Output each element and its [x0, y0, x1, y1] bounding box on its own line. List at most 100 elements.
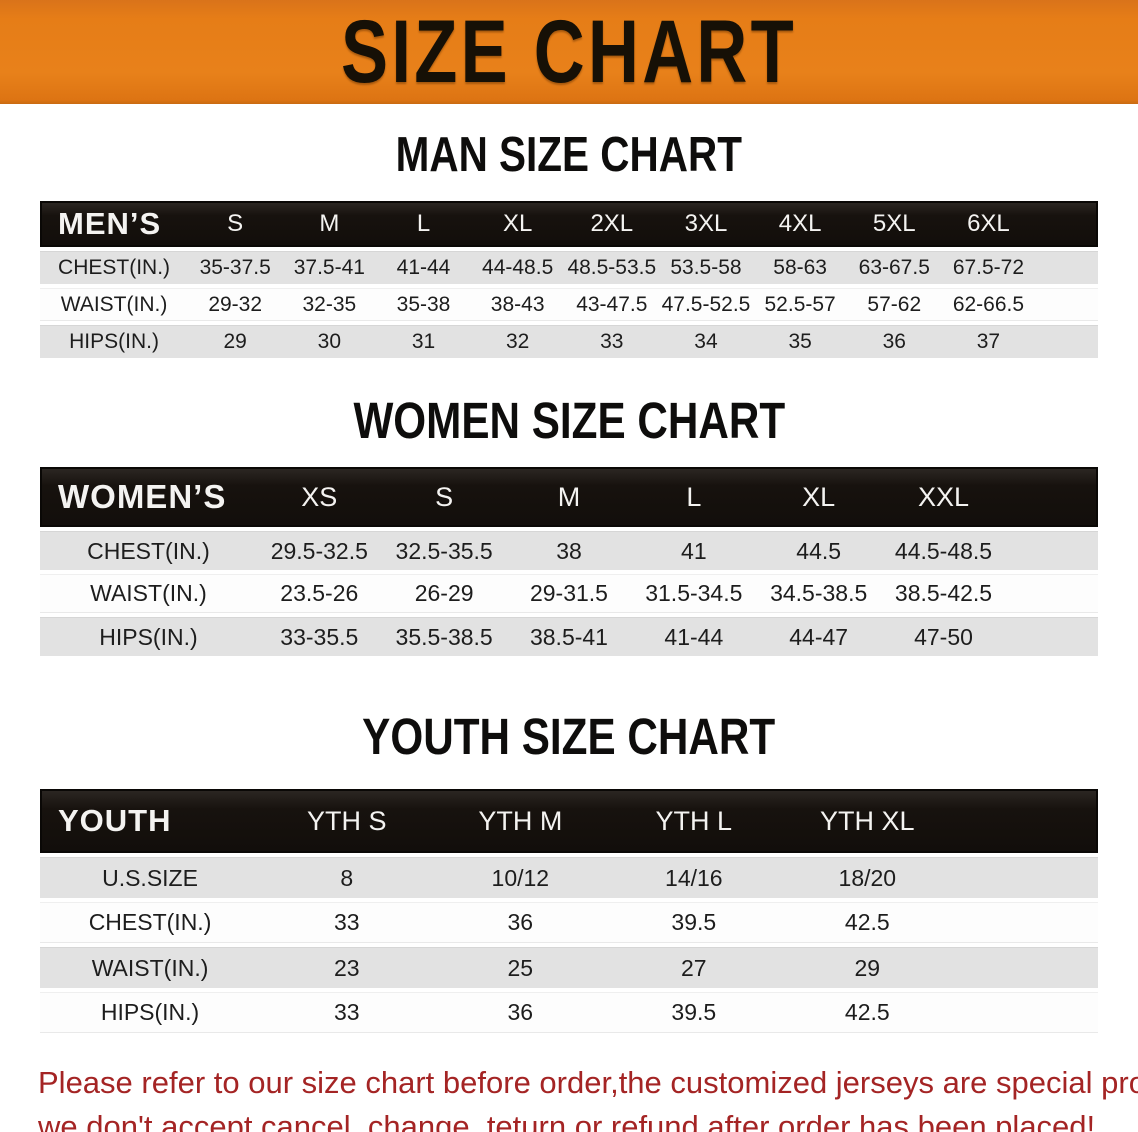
men-cell-1-2: 35-38 [376, 288, 471, 321]
youth-cell-2-2: 27 [607, 947, 781, 988]
men-cell-0-6: 58-63 [753, 251, 848, 284]
women-column-header-0: XS [256, 467, 382, 527]
men-cell-1-6: 52.5-57 [753, 288, 848, 321]
women-cell-0-5: 44.5-48.5 [881, 531, 1006, 570]
youth-section-title: YOUTH SIZE CHART [362, 709, 776, 766]
men-column-header-8: 6XL [941, 201, 1036, 247]
youth-cell-0-0: 8 [260, 857, 434, 898]
youth-cell-3-3: 42.5 [780, 992, 955, 1033]
youth-cell-3-1: 36 [433, 992, 608, 1033]
youth-cell-3-0: 33 [260, 992, 434, 1033]
women-row-spacer-0 [1005, 531, 1098, 570]
youth-cell-2-1: 25 [433, 947, 608, 988]
women-cell-1-1: 26-29 [381, 574, 507, 613]
men-header-label: MEN’S [40, 201, 189, 247]
men-cell-1-0: 29-32 [188, 288, 283, 321]
women-cell-2-5: 47-50 [881, 617, 1006, 656]
youth-cell-3-2: 39.5 [607, 992, 781, 1033]
youth-row-spacer-3 [954, 992, 1098, 1033]
men-header-row: MEN’S S M L XL 2XL 3XL 4XL 5XL 6XL [40, 201, 1098, 247]
men-cell-2-7: 36 [847, 325, 942, 358]
men-column-header-7: 5XL [847, 201, 942, 247]
youth-cell-2-0: 23 [260, 947, 434, 988]
youth-cell-1-1: 36 [433, 902, 608, 943]
youth-cell-0-3: 18/20 [780, 857, 955, 898]
women-column-header-3: L [631, 467, 757, 527]
men-cell-2-4: 33 [564, 325, 659, 358]
women-row-spacer-1 [1005, 574, 1098, 613]
men-column-header-4: 2XL [564, 201, 659, 247]
youth-header-row: YOUTH YTH S YTH M YTH L YTH XL [40, 789, 1098, 853]
youth-row-label-3: HIPS(IN.) [40, 992, 261, 1033]
men-cell-1-1: 32-35 [282, 288, 377, 321]
women-cell-1-2: 29-31.5 [506, 574, 632, 613]
men-column-header-6: 4XL [753, 201, 848, 247]
men-cell-0-0: 35-37.5 [188, 251, 283, 284]
men-header-spacer [1035, 201, 1098, 247]
women-cell-0-0: 29.5-32.5 [256, 531, 382, 570]
men-cell-2-5: 34 [658, 325, 754, 358]
women-cell-1-0: 23.5-26 [256, 574, 382, 613]
men-cell-1-7: 57-62 [847, 288, 942, 321]
women-header-label: WOMEN’S [40, 467, 257, 527]
women-column-header-4: XL [756, 467, 882, 527]
youth-row-label-0: U.S.SIZE [40, 857, 261, 898]
men-row-label-0: CHEST(IN.) [40, 251, 189, 284]
youth-size-table: YOUTH YTH S YTH M YTH L YTH XL U.S.SIZE 8 10/12… [40, 785, 1098, 1037]
women-cell-0-1: 32.5-35.5 [381, 531, 507, 570]
men-cell-0-5: 53.5-58 [658, 251, 754, 284]
men-column-header-2: L [376, 201, 471, 247]
youth-row-spacer-1 [954, 902, 1098, 943]
men-column-header-5: 3XL [658, 201, 754, 247]
women-cell-1-5: 38.5-42.5 [881, 574, 1006, 613]
youth-row-spacer-2 [954, 947, 1098, 988]
men-section-title: MAN SIZE CHART [395, 126, 743, 182]
youth-column-header-3: YTH XL [780, 789, 955, 853]
men-cell-2-2: 31 [376, 325, 471, 358]
youth-row-label-2: WAIST(IN.) [40, 947, 261, 988]
women-cell-1-3: 31.5-34.5 [631, 574, 757, 613]
women-header-spacer [1005, 467, 1098, 527]
men-cell-0-8: 67.5-72 [941, 251, 1036, 284]
women-cell-0-2: 38 [506, 531, 632, 570]
men-cell-0-1: 37.5-41 [282, 251, 377, 284]
youth-column-header-0: YTH S [260, 789, 434, 853]
men-cell-0-7: 63-67.5 [847, 251, 942, 284]
men-cell-1-4: 43-47.5 [564, 288, 659, 321]
men-cell-2-0: 29 [188, 325, 283, 358]
men-cell-0-4: 48.5-53.5 [564, 251, 659, 284]
women-row-2: HIPS(IN.) 33-35.5 35.5-38.5 38.5-41 41-44 44-… [40, 617, 1098, 656]
women-row-label-0: CHEST(IN.) [40, 531, 257, 570]
youth-header-label: YOUTH [40, 789, 261, 853]
women-cell-2-3: 41-44 [631, 617, 757, 656]
men-cell-0-2: 41-44 [376, 251, 471, 284]
men-row-label-1: WAIST(IN.) [40, 288, 189, 321]
men-row-spacer-0 [1035, 251, 1098, 284]
disclaimer-line-1: Please refer to our size chart before or… [38, 1065, 1138, 1100]
women-column-header-2: M [506, 467, 632, 527]
women-row-0: CHEST(IN.) 29.5-32.5 32.5-35.5 38 41 44.5 44.5… [40, 531, 1098, 570]
women-section-title: WOMEN SIZE CHART [353, 393, 785, 450]
men-column-header-3: XL [470, 201, 565, 247]
men-cell-1-5: 47.5-52.5 [658, 288, 754, 321]
men-row-2: HIPS(IN.) 29 30 31 32 33 34 35 36 37 [40, 325, 1098, 358]
men-size-table: MEN’S S M L XL 2XL 3XL 4XL 5XL 6XL CHEST(IN.) 35-37… [40, 197, 1098, 362]
women-row-1: WAIST(IN.) 23.5-26 26-29 29-31.5 31.5-34.5 34… [40, 574, 1098, 613]
women-cell-1-4: 34.5-38.5 [756, 574, 882, 613]
youth-cell-1-2: 39.5 [607, 902, 781, 943]
women-cell-2-2: 38.5-41 [506, 617, 632, 656]
men-row-spacer-2 [1035, 325, 1098, 358]
youth-column-header-2: YTH L [607, 789, 781, 853]
youth-row-label-1: CHEST(IN.) [40, 902, 261, 943]
women-column-header-1: S [381, 467, 507, 527]
men-column-header-0: S [188, 201, 283, 247]
men-row-1: WAIST(IN.) 29-32 32-35 35-38 38-43 43-47.5 47.… [40, 288, 1098, 321]
youth-row-3: HIPS(IN.) 33 36 39.5 42.5 [40, 992, 1098, 1033]
men-cell-1-8: 62-66.5 [941, 288, 1036, 321]
women-cell-0-3: 41 [631, 531, 757, 570]
size-chart-banner: SIZE CHART [0, 0, 1138, 104]
youth-cell-0-2: 14/16 [607, 857, 781, 898]
men-row-label-2: HIPS(IN.) [40, 325, 189, 358]
women-cell-2-1: 35.5-38.5 [381, 617, 507, 656]
youth-row-2: WAIST(IN.) 23 25 27 29 [40, 947, 1098, 988]
